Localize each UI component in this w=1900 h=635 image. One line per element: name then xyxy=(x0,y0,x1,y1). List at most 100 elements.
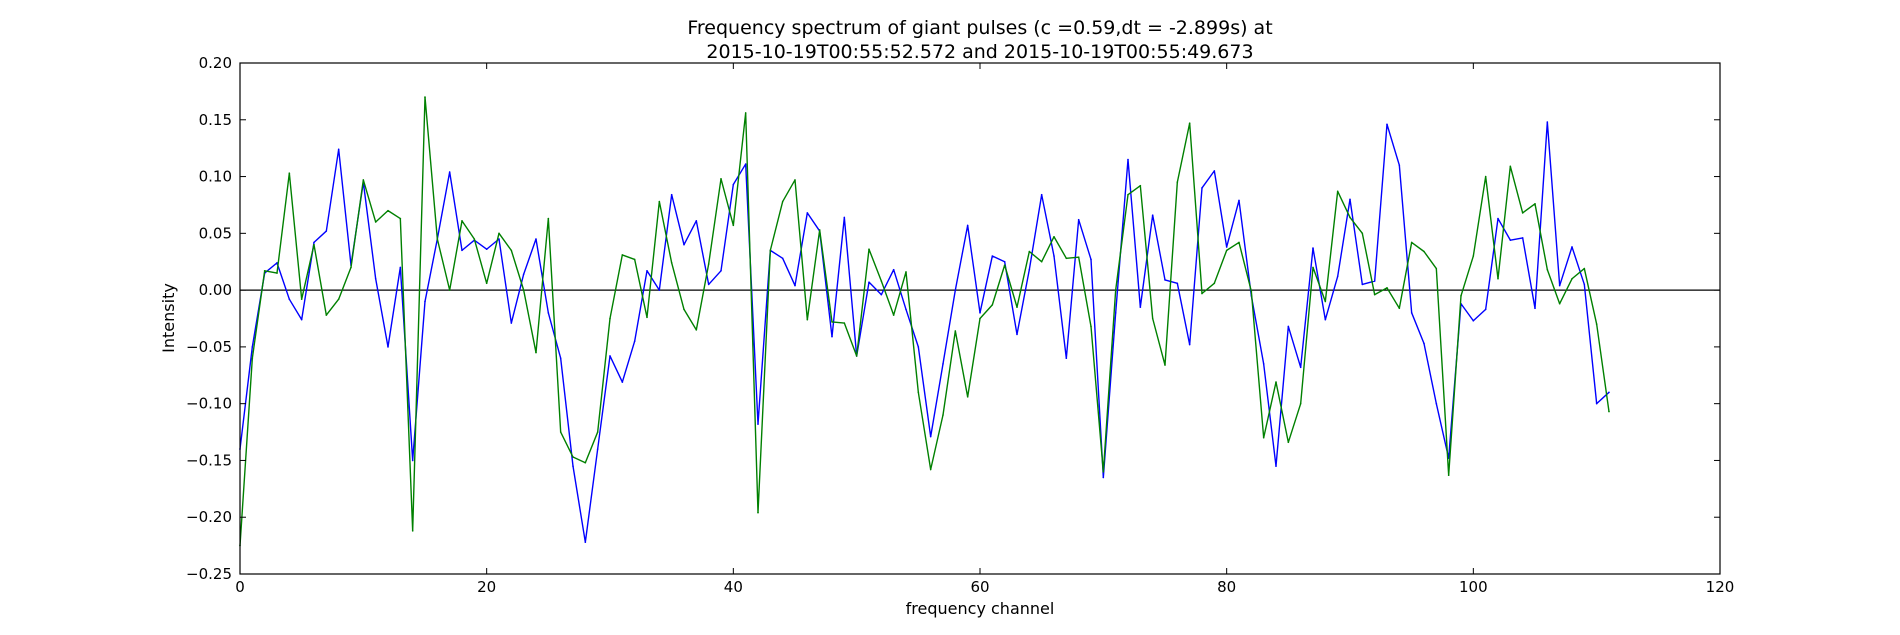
series-2-point xyxy=(954,330,957,332)
x-axis-title: frequency channel xyxy=(906,599,1055,618)
x-tick-label: 80 xyxy=(1217,578,1236,596)
series-1-point xyxy=(905,308,907,311)
series-2-point xyxy=(1595,323,1598,325)
series-2-point xyxy=(1324,300,1327,303)
series-2-point xyxy=(843,322,846,324)
x-tick-label: 60 xyxy=(970,578,989,596)
series-1-point xyxy=(313,241,315,244)
series-2-point xyxy=(1386,287,1388,289)
series-2-point xyxy=(485,282,488,285)
series-2-point xyxy=(547,217,550,220)
plot-frame xyxy=(239,62,1721,575)
series-2-point xyxy=(1287,441,1290,444)
series-1-point xyxy=(1423,342,1425,345)
y-tick-label: −0.20 xyxy=(186,508,232,526)
series-2-point xyxy=(325,314,328,316)
series-2-point xyxy=(621,254,624,256)
series-2-point xyxy=(1188,122,1191,124)
series-1-point xyxy=(1053,255,1055,257)
series-2-point xyxy=(436,238,439,240)
series-2-point xyxy=(498,232,500,235)
series-1-point xyxy=(621,381,624,383)
series-1-point xyxy=(1497,217,1499,220)
series-1-point xyxy=(707,283,710,286)
series-1-point xyxy=(584,541,587,543)
series-2-point xyxy=(670,262,673,264)
series-1-point xyxy=(1213,170,1216,172)
series-1-point xyxy=(1410,312,1413,314)
series-2-point xyxy=(720,178,722,180)
series-2-line xyxy=(239,96,1610,546)
series-1-point xyxy=(572,465,574,467)
series-2-point xyxy=(1250,290,1253,293)
series-2-point xyxy=(1225,249,1228,252)
series-1 xyxy=(239,121,1610,543)
y-tick-label: −0.05 xyxy=(186,338,232,356)
series-1-point xyxy=(522,273,525,276)
series-2-point xyxy=(559,431,562,433)
series-2-point xyxy=(337,298,340,301)
series-2-point xyxy=(831,321,833,323)
series-2-point xyxy=(1497,277,1499,280)
series-1-point xyxy=(1275,465,1277,467)
series-2-point xyxy=(1583,267,1586,270)
series-1-point xyxy=(424,300,426,303)
series-2-point xyxy=(1558,302,1561,305)
x-tick-label: 0 xyxy=(235,578,245,596)
y-tick-label: 0.20 xyxy=(199,54,232,72)
series-2-point xyxy=(695,329,698,331)
series-1-point xyxy=(1065,357,1068,360)
series-2-point xyxy=(1127,193,1129,196)
series-2-point xyxy=(1077,256,1080,258)
series-2-point xyxy=(572,456,574,458)
series-2-point xyxy=(411,530,414,532)
series-2-point xyxy=(1102,471,1105,473)
series-1-point xyxy=(658,289,661,291)
series-2-point xyxy=(991,304,994,306)
series-2-point xyxy=(1410,241,1413,244)
series-1-point xyxy=(1521,237,1524,239)
series-2-point xyxy=(263,270,266,272)
series-1-point xyxy=(288,298,291,301)
series-2-point xyxy=(609,317,611,320)
series-2-point xyxy=(1028,250,1031,253)
series-2-point xyxy=(794,179,796,181)
tick-layer: 0 20 40 60 80 100 120 0.20 0.15 0.10 0.05 0.00 −0.05… xyxy=(186,54,1734,596)
series-2-point xyxy=(892,314,895,316)
series-1-point xyxy=(831,335,833,338)
chart-title-line-2: 2015-10-19T00:55:52.572 and 2015-10-19T0… xyxy=(706,41,1253,63)
series-1-point xyxy=(794,284,796,287)
series-1-point xyxy=(942,363,944,365)
series-2-point xyxy=(424,96,426,98)
y-axis-title: Intensity xyxy=(159,283,178,353)
series-1-point xyxy=(954,289,957,291)
series-2-point xyxy=(1484,175,1487,178)
series-1-point xyxy=(1238,199,1240,202)
series-2-point xyxy=(1016,306,1018,308)
series-2-point xyxy=(251,357,254,360)
series-2-point xyxy=(522,289,525,291)
series-2-point xyxy=(818,229,821,231)
series-2-point xyxy=(1361,232,1364,235)
series-2-point xyxy=(633,258,636,261)
series-1-point xyxy=(757,423,759,425)
series-2-point xyxy=(288,172,291,174)
series-1-point xyxy=(633,340,636,343)
series-layer xyxy=(239,96,1610,547)
series-1-point xyxy=(1201,187,1203,189)
series-1-point xyxy=(485,248,488,251)
x-tick-label: 100 xyxy=(1459,578,1488,596)
series-1-point xyxy=(1373,280,1376,282)
series-1-point xyxy=(929,435,932,438)
series-2-point xyxy=(448,289,451,291)
series-2-point xyxy=(473,238,476,240)
series-2-point xyxy=(806,318,809,321)
series-1-point xyxy=(979,312,981,314)
series-2-point xyxy=(1065,257,1068,260)
y-tick-label: 0.00 xyxy=(199,281,232,299)
series-2-point xyxy=(510,249,513,252)
series-2-point xyxy=(461,220,463,222)
series-1-point xyxy=(609,355,611,357)
series-1-point xyxy=(337,148,340,151)
series-2-point xyxy=(1299,402,1302,405)
